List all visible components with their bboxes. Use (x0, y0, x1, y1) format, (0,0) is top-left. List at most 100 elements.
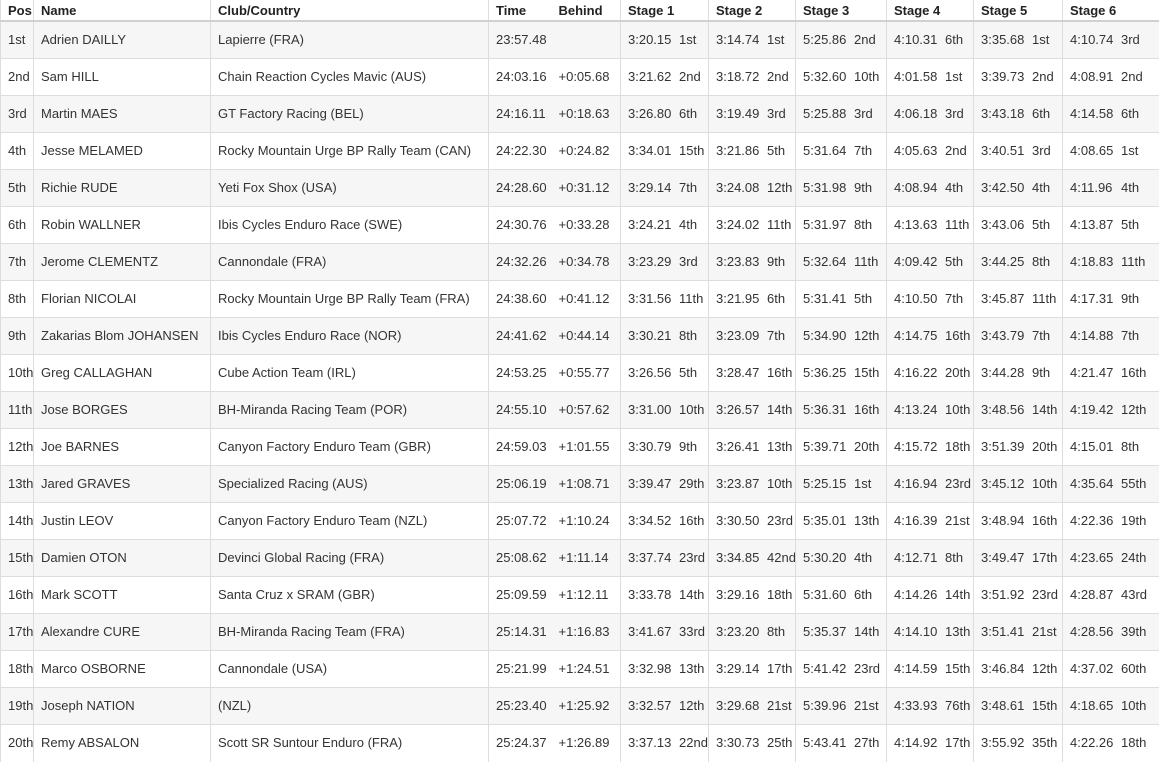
stage-cell: 3:44.25 8th (973, 243, 1063, 281)
stage-time: 4:15.72 (894, 439, 938, 454)
stage-rank: 4th (679, 217, 698, 232)
time-cell: 25:08.62 (488, 539, 559, 577)
stage-rank: 27th (854, 735, 880, 751)
stage-cell: 3:24.08 12th (708, 169, 796, 207)
behind-cell: +1:08.71 (558, 465, 621, 503)
stage-cell: 4:08.94 4th (886, 169, 974, 207)
stage-rank: 24th (1121, 550, 1147, 565)
stage-rank: 9th (679, 439, 698, 454)
stage-rank: 76th (945, 698, 971, 713)
results-table-body: 1st Adrien DAILLY Lapierre (FRA) 23:57.4… (0, 20, 1159, 762)
pos-cell: 5th (0, 169, 34, 207)
stage-rank: 1st (945, 69, 963, 84)
stage-time: 3:49.47 (981, 550, 1025, 565)
stage-cell: 4:37.02 60th (1062, 650, 1159, 688)
stage-rank: 5th (945, 254, 964, 269)
table-row: 15th Damien OTON Devinci Global Racing (… (0, 539, 1159, 577)
stage-time: 3:29.14 (628, 180, 672, 195)
rider-name-cell: Joseph NATION (33, 687, 211, 725)
stage-cell: 3:30.79 9th (620, 428, 709, 466)
stage-rank: 6th (679, 106, 698, 121)
time-cell: 24:30.76 (488, 206, 559, 244)
rider-name-cell: Martin MAES (33, 95, 211, 133)
stage-time: 3:51.41 (981, 624, 1025, 639)
stage-time: 3:18.72 (716, 69, 760, 84)
stage-cell: 3:35.68 1st (973, 20, 1063, 59)
pos-cell: 15th (0, 539, 34, 577)
stage-rank: 23rd (1032, 587, 1059, 602)
pos-cell: 17th (0, 613, 34, 651)
stage-cell: 5:31.41 5th (795, 280, 887, 318)
club-country-cell: Ibis Cycles Enduro Race (NOR) (210, 317, 489, 355)
stage-cell: 5:25.88 3rd (795, 95, 887, 133)
stage-cell: 5:31.60 6th (795, 576, 887, 614)
stage-time: 4:22.26 (1070, 735, 1114, 751)
stage-cell: 3:21.62 2nd (620, 58, 709, 96)
stage-rank: 12th (1121, 402, 1147, 417)
stage-cell: 4:23.65 24th (1062, 539, 1159, 577)
stage-cell: 5:43.41 27th (795, 724, 887, 762)
stage-time: 3:39.73 (981, 69, 1025, 84)
stage-cell: 4:10.50 7th (886, 280, 974, 318)
results-table-header: Pos Name Club/Country Time Behind Stage 1 Stag… (0, 0, 1159, 22)
stage-cell: 4:08.65 1st (1062, 132, 1159, 170)
stage-rank: 6th (945, 32, 964, 47)
stage-cell: 3:30.73 25th (708, 724, 796, 762)
stage-cell: 3:32.57 12th (620, 687, 709, 725)
behind-cell: +1:10.24 (558, 502, 621, 540)
stage-rank: 17th (1032, 550, 1058, 565)
stage-rank: 5th (679, 365, 698, 380)
stage-time: 4:05.63 (894, 143, 938, 158)
time-cell: 24:16.11 (488, 95, 559, 133)
stage-time: 3:29.14 (716, 661, 760, 676)
stage-rank: 12th (854, 328, 880, 343)
behind-cell: +1:11.14 (558, 539, 621, 577)
stage-time: 4:06.18 (894, 106, 938, 121)
stage-rank: 2nd (679, 69, 701, 84)
time-cell: 24:53.25 (488, 354, 559, 392)
stage-time: 5:31.41 (803, 291, 847, 306)
stage-cell: 3:29.68 21st (708, 687, 796, 725)
column-header: Time (488, 0, 559, 22)
stage-time: 5:32.64 (803, 254, 847, 269)
stage-time: 3:24.21 (628, 217, 672, 232)
stage-cell: 4:14.75 16th (886, 317, 974, 355)
stage-time: 3:30.79 (628, 439, 672, 454)
stage-time: 3:43.79 (981, 328, 1025, 343)
stage-cell: 5:31.98 9th (795, 169, 887, 207)
club-country-cell: BH-Miranda Racing Team (POR) (210, 391, 489, 429)
stage-rank: 39th (1121, 624, 1147, 639)
stage-time: 3:34.85 (716, 550, 760, 565)
stage-time: 5:31.97 (803, 217, 847, 232)
club-country-cell: Canyon Factory Enduro Team (NZL) (210, 502, 489, 540)
stage-time: 4:18.65 (1070, 698, 1114, 713)
behind-cell: +0:24.82 (558, 132, 621, 170)
stage-cell: 3:42.50 4th (973, 169, 1063, 207)
stage-time: 4:17.31 (1070, 291, 1114, 306)
stage-rank: 55th (1121, 476, 1147, 491)
stage-rank: 23rd (679, 550, 706, 565)
stage-rank: 3rd (854, 106, 873, 121)
behind-cell: +0:33.28 (558, 206, 621, 244)
behind-cell: +0:05.68 (558, 58, 621, 96)
behind-cell: +0:31.12 (558, 169, 621, 207)
table-row: 9th Zakarias Blom JOHANSEN Ibis Cycles E… (0, 317, 1159, 355)
club-country-cell: Scott SR Suntour Enduro (FRA) (210, 724, 489, 762)
stage-cell: 4:10.31 6th (886, 20, 974, 59)
stage-rank: 10th (854, 69, 880, 84)
stage-rank: 3rd (1032, 143, 1051, 158)
behind-cell: +0:57.62 (558, 391, 621, 429)
club-country-cell: BH-Miranda Racing Team (FRA) (210, 613, 489, 651)
stage-time: 3:45.12 (981, 476, 1025, 491)
rider-name-cell: Jose BORGES (33, 391, 211, 429)
stage-cell: 5:35.01 13th (795, 502, 887, 540)
stage-time: 5:41.42 (803, 661, 847, 676)
stage-time: 3:40.51 (981, 143, 1025, 158)
stage-rank: 18th (767, 587, 793, 602)
stage-rank: 33rd (679, 624, 706, 639)
stage-time: 3:30.73 (716, 735, 760, 751)
stage-rank: 29th (679, 476, 705, 491)
stage-rank: 20th (854, 439, 880, 454)
time-cell: 25:24.37 (488, 724, 559, 762)
time-cell: 25:06.19 (488, 465, 559, 503)
